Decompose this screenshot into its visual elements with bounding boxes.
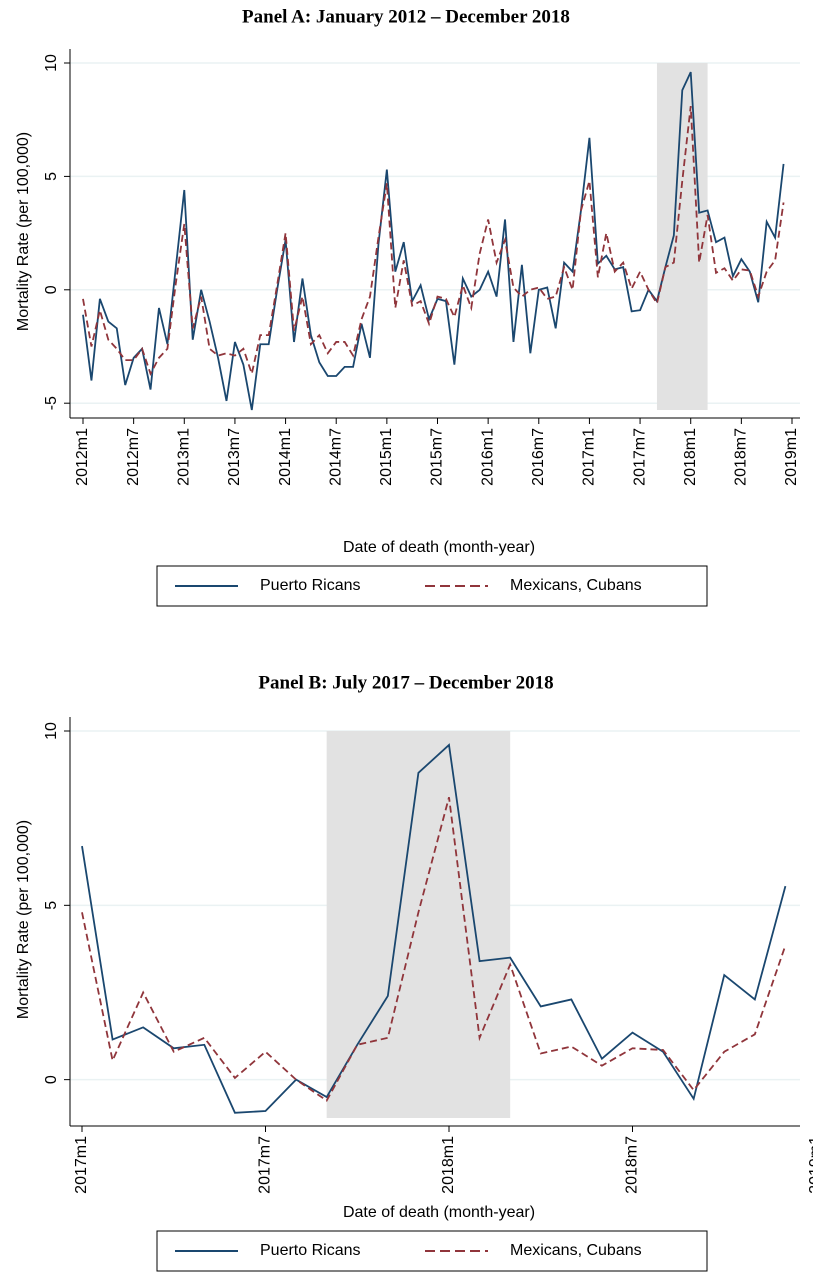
y-tick-label: 10 (43, 722, 60, 740)
x-tick-label: 2018m7 (733, 428, 750, 486)
x-tick-label: 2018m1 (682, 428, 699, 486)
shaded-region (656, 63, 708, 410)
y-tick-label: -5 (43, 396, 60, 410)
y-tick-label: 0 (43, 285, 60, 294)
y-axis-title: Mortality Rate (per 100,000) (15, 820, 32, 1019)
x-tick-label: 2017m1 (73, 1136, 90, 1194)
series-line (82, 105, 785, 378)
x-tick-label: 2017m7 (257, 1136, 274, 1194)
x-tick-label: 2014m7 (327, 428, 344, 486)
x-tick-label: 2013m1 (176, 428, 193, 486)
shaded-region (326, 731, 511, 1118)
x-tick-label: 2019m1 (783, 428, 800, 486)
y-axis-title: Mortality Rate (per 100,000) (15, 132, 32, 331)
legend: Puerto Ricans Mexicans, Cubans (156, 565, 708, 607)
chart-title: Panel A: January 2012 – December 2018 (242, 6, 570, 27)
legend: Puerto Ricans Mexicans, Cubans (156, 1230, 708, 1272)
legend-box (156, 565, 708, 607)
x-tick-label: 2017m1 (581, 428, 598, 486)
y-tick-label: 0 (43, 1075, 60, 1084)
x-tick-label: 2019m1 (807, 1136, 813, 1194)
x-tick-label: 2018m7 (624, 1136, 641, 1194)
x-tick-label: 2012m7 (125, 428, 142, 486)
x-tick-label: 2018m1 (440, 1136, 457, 1194)
legend-label: Mexicans, Cubans (510, 1242, 642, 1259)
legend-label: Puerto Ricans (260, 1242, 361, 1259)
chart-title: Panel B: July 2017 – December 2018 (258, 672, 553, 693)
y-tick-label: 10 (43, 54, 60, 72)
legend-label: Mexicans, Cubans (510, 577, 642, 594)
x-tick-label: 2015m1 (378, 428, 395, 486)
x-tick-label: 2016m1 (479, 428, 496, 486)
x-axis-title: Date of death (month-year) (343, 539, 535, 556)
x-tick-label: 2016m7 (530, 428, 547, 486)
series-line (81, 743, 787, 1114)
x-tick-label: 2017m7 (631, 428, 648, 486)
x-tick-label: 2013m7 (226, 428, 243, 486)
y-tick-label: 5 (43, 172, 60, 181)
x-tick-label: 2012m1 (74, 428, 91, 486)
x-axis-title: Date of death (month-year) (343, 1204, 535, 1221)
x-tick-label: 2014m1 (277, 428, 294, 486)
y-tick-label: 5 (43, 901, 60, 910)
legend-label: Puerto Ricans (260, 577, 361, 594)
x-tick-label: 2015m7 (429, 428, 446, 486)
series-line (81, 797, 787, 1102)
